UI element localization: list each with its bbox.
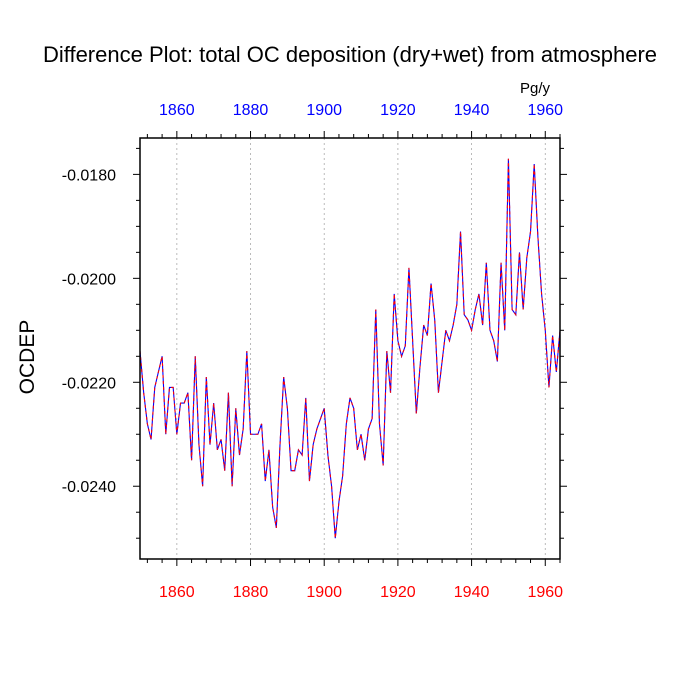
y-tick-label-1: -0.0200 (62, 271, 116, 288)
x-tick-label-top-1880: 1880 (233, 102, 269, 119)
y-tick-label-0: -0.0180 (62, 167, 116, 184)
x-tick-label-bottom-1920: 1920 (380, 584, 416, 601)
x-tick-label-bottom-1940: 1940 (454, 584, 490, 601)
y-tick-label-2: -0.0220 (62, 375, 116, 392)
x-tick-label-top-1940: 1940 (454, 102, 490, 119)
y-tick-label-3: -0.0240 (62, 479, 116, 496)
x-tick-label-top-1860: 1860 (159, 102, 195, 119)
x-tick-label-bottom-1880: 1880 (233, 584, 269, 601)
plot-frame (139, 137, 561, 560)
x-tick-label-bottom-1900: 1900 (306, 584, 342, 601)
x-tick-label-top-1900: 1900 (306, 102, 342, 119)
series-line-0 (139, 158, 561, 539)
x-tick-label-bottom-1960: 1960 (527, 584, 563, 601)
x-tick-label-top-1920: 1920 (380, 102, 416, 119)
series-group (139, 158, 561, 539)
ticks-group (133, 131, 567, 566)
x-tick-label-top-1960: 1960 (527, 102, 563, 119)
tick-labels-group: 1860 1860 1880 1880 1900 1900 1920 1920 1940 1940… (62, 102, 563, 601)
x-tick-label-bottom-1860: 1860 (159, 584, 195, 601)
gridlines (176, 138, 546, 559)
chart-title: Difference Plot: total OC deposition (dr… (42, 42, 658, 67)
series-line-dashed-0 (139, 158, 561, 539)
units-label: Pg/y (520, 80, 551, 97)
